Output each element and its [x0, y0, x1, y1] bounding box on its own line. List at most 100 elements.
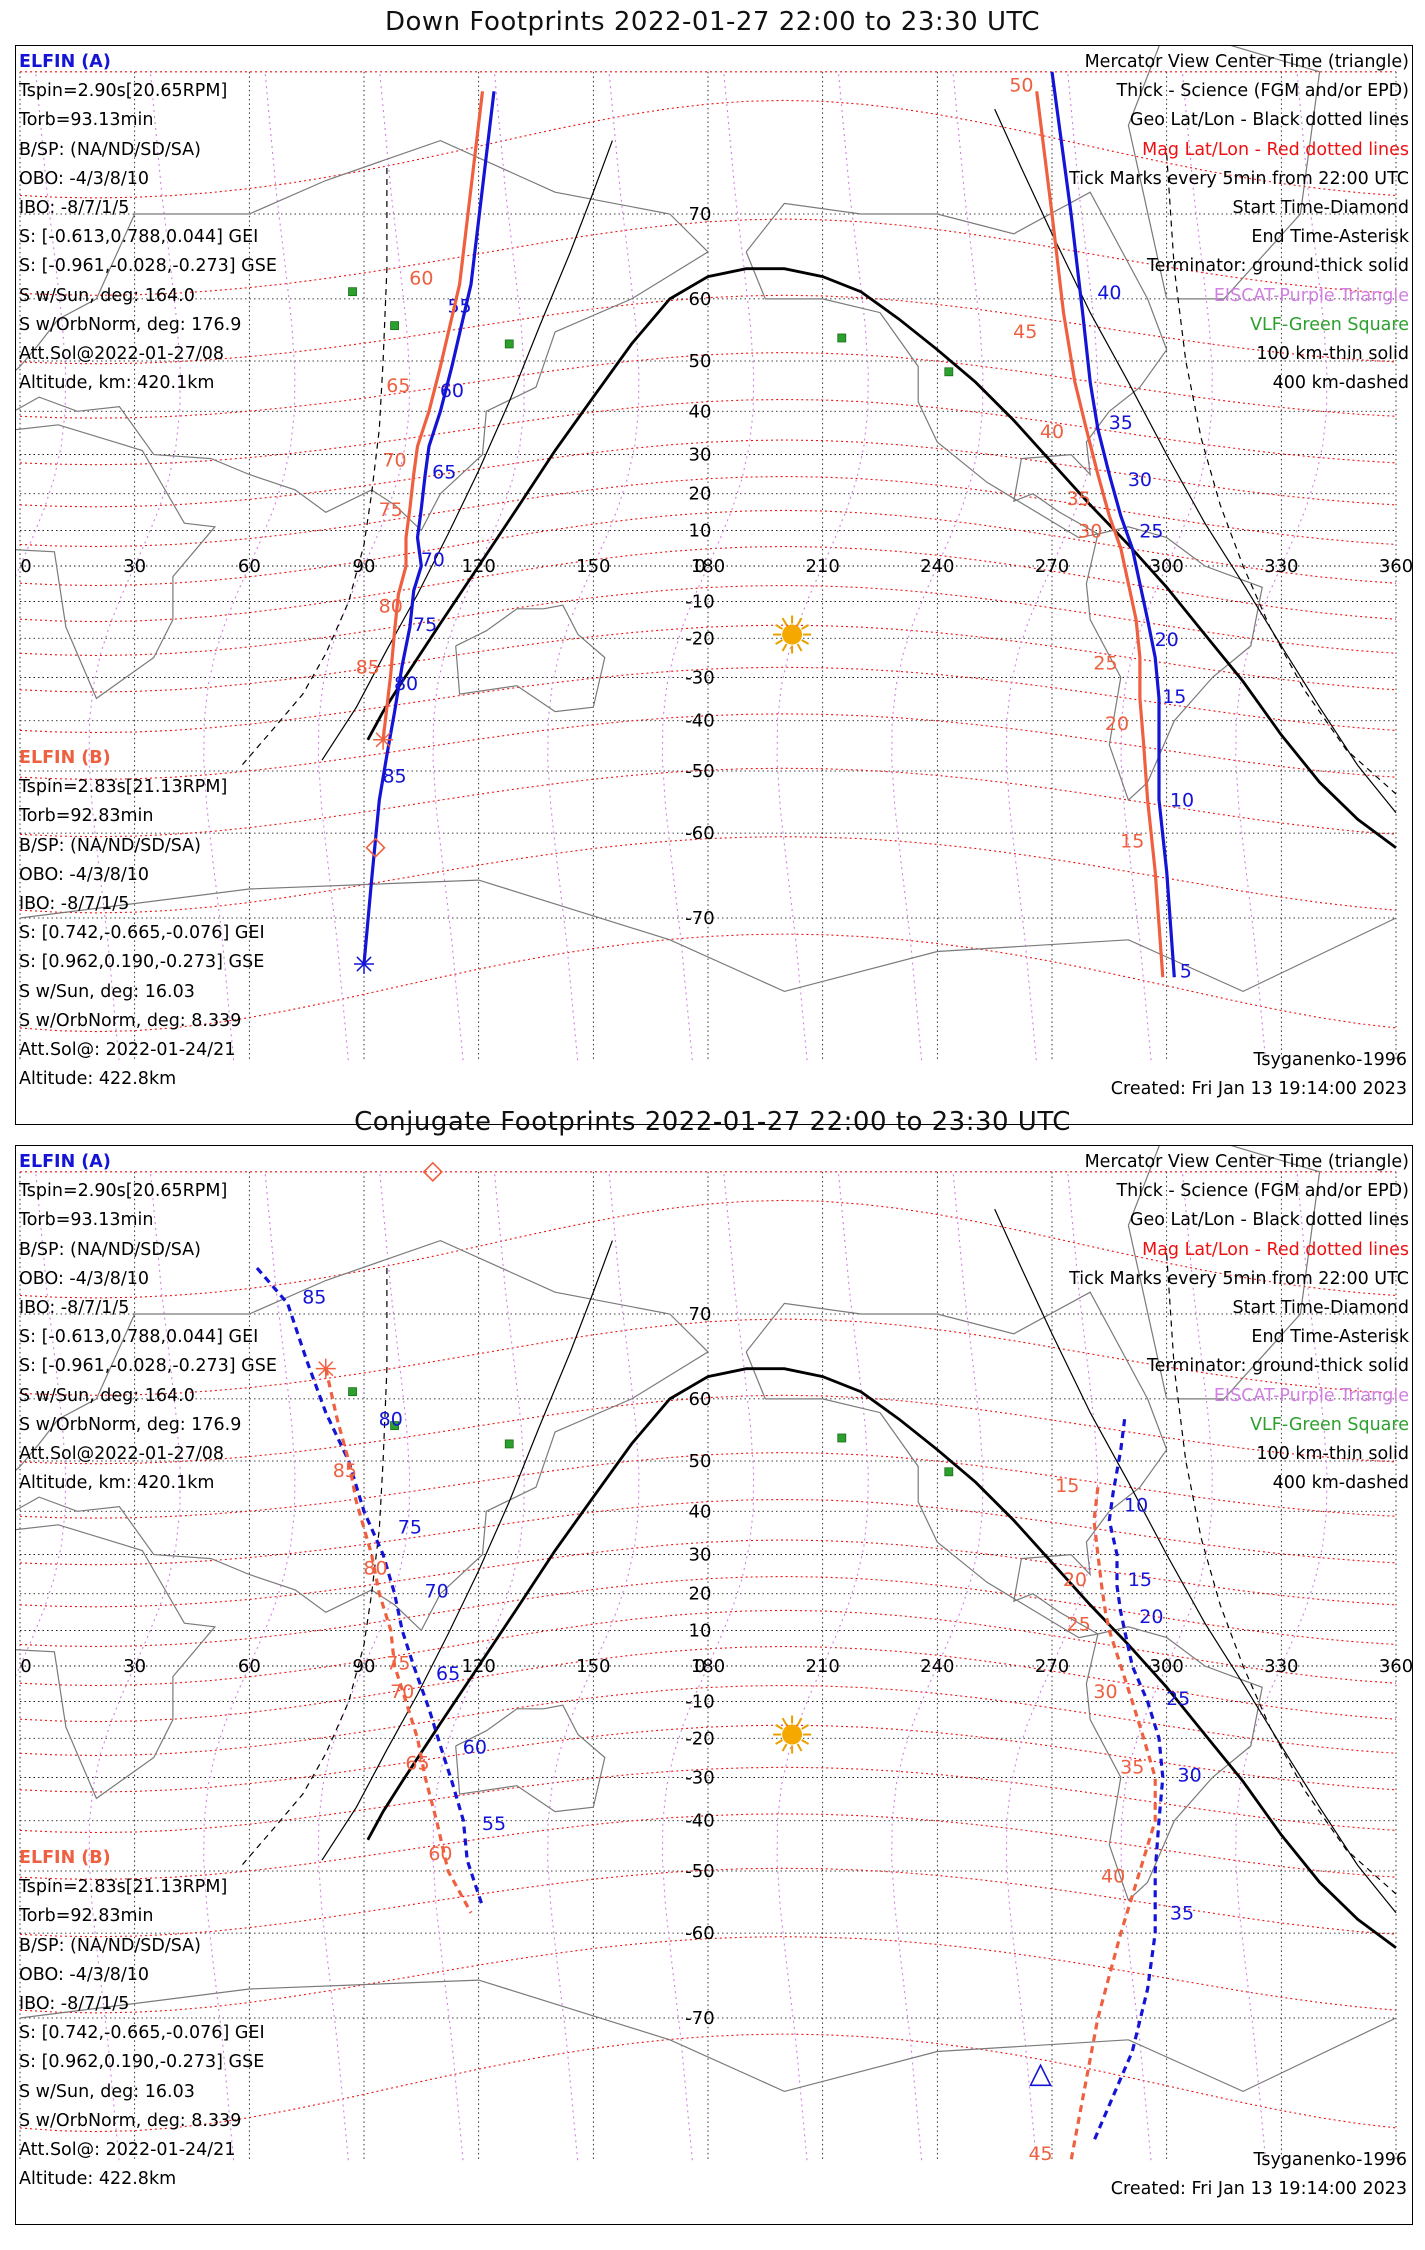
footprint-tick-label: 80	[363, 1558, 387, 1580]
info-line: Altitude, km: 420.1km	[19, 373, 215, 394]
footprint-tick-label: 20	[1155, 629, 1179, 651]
y-tick-label: 0	[694, 1656, 705, 1677]
mag-meridian	[1005, 1171, 1099, 2161]
vlf-square-icon	[348, 1387, 357, 1397]
info-line: B/SP: (NA/ND/SD/SA)	[19, 1239, 201, 1260]
footprint-tick-label: 60	[463, 1737, 487, 1759]
mag-meridian	[1235, 71, 1328, 1061]
vlf-square-icon	[348, 287, 357, 297]
info-line: Tspin=2.83s[21.13RPM]	[19, 777, 228, 798]
vlf-square-icon	[944, 1467, 954, 1477]
footprint-tick-label: 85	[382, 765, 406, 787]
info-line: S w/OrbNorm, deg: 8.339	[19, 2110, 242, 2131]
info-line: IBO: -8/7/1/5	[19, 1298, 130, 1319]
mag-parallel	[19, 99, 1397, 199]
x-tick-label: 360	[1379, 1656, 1413, 1677]
coastline	[19, 1979, 1397, 2093]
x-tick-label: 150	[576, 556, 610, 577]
vlf-square-icon	[504, 1439, 514, 1449]
y-tick-label: 30	[689, 445, 712, 466]
legend-line: EISCAT-Purple Triangle	[1213, 285, 1409, 306]
y-tick-label: -40	[685, 711, 714, 732]
info-line: Altitude: 422.8km	[19, 1069, 177, 1090]
info-line: Torb=92.83min	[19, 806, 154, 827]
down-footprints-map: 0 30 60 90 120 150 180 210 240 270 300 330 360706050…	[16, 46, 1412, 1061]
mag-meridian	[547, 1171, 640, 2161]
footprint-tick-label: 85	[302, 1286, 326, 1308]
info-line: S: [0.742,-0.665,-0.076] GEI	[19, 2023, 265, 2044]
legend-line: 400 km-dashed	[1272, 373, 1409, 394]
legend-line: Thick - Science (FGM and/or EPD)	[1116, 81, 1409, 102]
footprint-tick-label: 10	[1124, 1494, 1148, 1516]
mag-meridian	[203, 1171, 296, 2161]
footprint-a	[255, 1266, 485, 1907]
footprint-tick-label: 35	[1109, 412, 1133, 434]
footprint-a	[1050, 71, 1176, 978]
x-tick-label: 30	[123, 556, 146, 577]
elfin-b-header: ELFIN (B)	[19, 1848, 111, 1868]
coastline	[19, 879, 1397, 993]
vlf-square-icon	[837, 333, 847, 343]
mag-parallel	[19, 1318, 1397, 1396]
elfin-b-header: ELFIN (B)	[19, 748, 111, 768]
coastline	[1085, 1626, 1263, 1902]
mag-meridian	[317, 71, 411, 1061]
info-line: S w/Sun, deg: 164.0	[19, 285, 195, 306]
x-tick-label: 270	[1035, 1656, 1069, 1677]
mag-meridian	[1235, 1171, 1328, 2161]
conjugate-footprints-map: 0 30 60 90 120 150 180 210 240 270 300 330 360706050…	[16, 1146, 1413, 2165]
legend-line: Mercator View Center Time (triangle)	[1084, 52, 1409, 72]
elfin-b-lines: Tspin=2.83s[21.13RPM] Torb=92.83min B/SP: …	[19, 773, 265, 1094]
info-line: S w/OrbNorm, deg: 8.339	[19, 1010, 242, 1031]
mag-meridian	[1120, 1171, 1213, 2161]
mag-meridian	[776, 1171, 869, 2161]
legend-line: VLF-Green Square	[1250, 314, 1409, 335]
elfin-a-header: ELFIN (A)	[19, 1152, 111, 1172]
footprint-tick-label: 10	[1170, 789, 1194, 811]
footprint-tick-label: 70	[382, 450, 406, 472]
x-tick-label: 330	[1264, 1656, 1298, 1677]
footprint-tick-label: 40	[1097, 282, 1121, 304]
info-line: Altitude: 422.8km	[19, 2169, 177, 2190]
mag-parallel	[19, 1724, 1397, 1793]
y-tick-label: 20	[689, 484, 712, 505]
legend-line: Start Time-Diamond	[1232, 1298, 1409, 1319]
x-tick-label: 330	[1264, 556, 1298, 577]
legend-line: End Time-Asterisk	[1251, 227, 1409, 248]
footprint-tick-label: 5	[1180, 960, 1192, 982]
legend-line: Mag Lat/Lon - Red dotted lines	[1142, 1239, 1409, 1260]
footprint-tick-label: 35	[1170, 1902, 1194, 1924]
coastline	[455, 1704, 606, 1813]
terminator-line	[366, 1367, 1397, 1949]
legend-line: End Time-Asterisk	[1251, 1327, 1409, 1348]
x-tick-label: 240	[920, 1656, 954, 1677]
y-tick-label: 50	[689, 1451, 712, 1472]
elfin-a-header: ELFIN (A)	[19, 52, 111, 72]
y-tick-label: 60	[689, 289, 712, 310]
info-line: S w/Sun, deg: 16.03	[19, 981, 195, 1002]
mag-parallel	[19, 624, 1397, 693]
vlf-square-icon	[390, 321, 399, 331]
info-line: S w/OrbNorm, deg: 176.9	[19, 1414, 242, 1435]
footprint-tick-label: 30	[1128, 469, 1152, 491]
elfin-a-lines: Tspin=2.90s[20.65RPM] Torb=93.13min B/SP: …	[19, 1177, 277, 1498]
y-tick-label: -70	[685, 908, 714, 929]
footprint-tick-label: 70	[390, 1681, 414, 1703]
footprint-b	[381, 91, 485, 740]
info-line: S: [-0.961,-0.028,-0.273] GSE	[19, 256, 277, 277]
asterisk-marker-icon	[373, 729, 394, 750]
footprint-tick-label: 65	[436, 1663, 460, 1685]
x-tick-label: 180	[691, 556, 725, 577]
mag-meridian	[1005, 71, 1099, 1061]
info-line: Tspin=2.90s[20.65RPM]	[19, 81, 228, 102]
vlf-square-icon	[944, 367, 954, 377]
terminator-400km	[241, 168, 388, 766]
footprint-tick-label: 30	[1178, 1765, 1202, 1787]
terminator-400km-east	[1166, 1254, 1397, 1895]
terminator-100km	[321, 140, 613, 761]
footprint-tick-label: 35	[1067, 488, 1091, 510]
terminator-100km-east	[994, 108, 1397, 814]
legend-line: Tick Marks every 5min from 22:00 UTC	[1069, 1268, 1409, 1289]
triangle-marker-icon	[1029, 2063, 1052, 2087]
conjugate-footprints-panel: 0 30 60 90 120 150 180 210 240 270 300 330 360 70 60 50…	[15, 1145, 1413, 2225]
